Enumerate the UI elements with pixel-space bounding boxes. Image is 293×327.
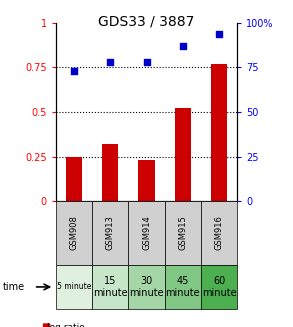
Bar [211, 64, 227, 201]
Text: 45
minute: 45 minute [166, 276, 200, 298]
Text: time: time [3, 282, 25, 292]
Text: log ratio: log ratio [47, 322, 85, 327]
Point [217, 31, 222, 36]
Text: GSM914: GSM914 [142, 215, 151, 250]
Text: ■: ■ [41, 322, 50, 327]
Text: 15
minute: 15 minute [93, 276, 127, 298]
Bar [138, 160, 155, 201]
Point [71, 68, 76, 74]
Text: GSM913: GSM913 [106, 215, 115, 250]
Text: 60
minute: 60 minute [202, 276, 236, 298]
Text: 5 minute: 5 minute [57, 283, 91, 291]
Bar [175, 109, 191, 201]
Point [144, 60, 149, 65]
Text: GSM916: GSM916 [215, 215, 224, 250]
Text: 30
minute: 30 minute [129, 276, 164, 298]
Text: GDS33 / 3887: GDS33 / 3887 [98, 15, 195, 29]
Text: GSM915: GSM915 [178, 215, 187, 250]
Text: GSM908: GSM908 [69, 215, 78, 250]
Bar [66, 157, 82, 201]
Bar [102, 144, 118, 201]
Point [180, 43, 185, 49]
Point [108, 60, 113, 65]
